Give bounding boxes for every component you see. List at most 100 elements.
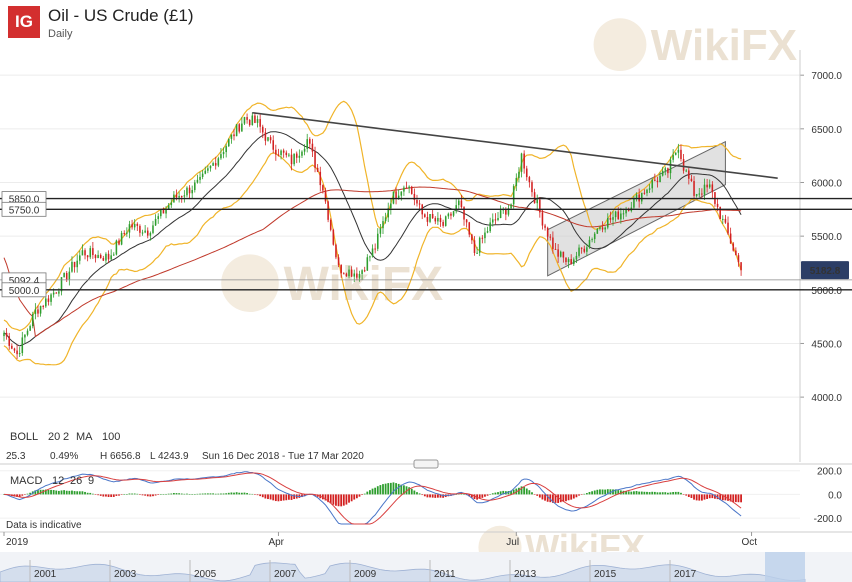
macd-histogram-bar xyxy=(149,494,152,497)
candle-body xyxy=(567,259,570,263)
macd-histogram-bar xyxy=(565,494,567,502)
divider-handle[interactable] xyxy=(413,459,439,469)
change-value: 25.3 xyxy=(6,451,26,462)
macd-histogram-bar xyxy=(612,489,614,495)
candle-body xyxy=(160,209,162,217)
navigator-year: 2001 xyxy=(34,569,57,580)
candle-body xyxy=(452,211,455,216)
pane-divider[interactable] xyxy=(0,459,852,469)
chart-timeframe: Daily xyxy=(48,28,73,40)
macd-histogram-bar xyxy=(345,494,348,505)
macd-histogram-bar xyxy=(627,491,630,495)
macd-histogram-bar xyxy=(533,494,536,495)
candle-body xyxy=(204,170,207,174)
macd-histogram-bar xyxy=(463,494,465,495)
candle-body xyxy=(45,298,47,307)
macd-histogram-bar xyxy=(374,487,377,495)
macd-histogram-bar xyxy=(633,491,635,495)
macd-histogram-bar xyxy=(376,486,379,495)
candle-body xyxy=(233,134,235,137)
navigator[interactable]: 2001 2003 2005 2007 2009 2011 2013 2015 2017 xyxy=(0,552,852,582)
macd-histogram-bar xyxy=(340,494,343,507)
macd-histogram-bar xyxy=(680,492,682,495)
candle-body xyxy=(450,213,452,216)
candle-body xyxy=(343,273,345,275)
macd-histogram-bar xyxy=(89,492,92,495)
candle-body xyxy=(269,137,272,141)
candle-body xyxy=(737,255,740,263)
candle-body xyxy=(8,336,11,346)
macd-histogram-bar xyxy=(105,494,107,497)
macd-histogram-bar xyxy=(16,494,18,497)
macd-histogram-bar xyxy=(154,494,157,496)
candle-body xyxy=(71,261,73,272)
candle-body xyxy=(246,117,248,120)
macd-histogram-bar xyxy=(348,494,350,503)
trendline-line[interactable] xyxy=(252,111,778,179)
candle-body xyxy=(369,256,371,258)
macd-histogram-bar xyxy=(403,485,405,495)
candle-body xyxy=(92,248,94,256)
macd-histogram-bar xyxy=(638,491,641,495)
candle-body xyxy=(345,273,348,277)
macd-histogram-bar xyxy=(729,494,732,502)
macd-histogram-bar xyxy=(358,494,361,497)
candle-body xyxy=(416,200,418,204)
candle-body xyxy=(672,154,674,160)
candle-body xyxy=(319,171,322,186)
candle-body xyxy=(16,350,18,355)
price-grid xyxy=(0,74,800,398)
candle-body xyxy=(711,184,714,193)
candle-body xyxy=(280,150,282,156)
ig-logo[interactable]: IG xyxy=(8,6,40,38)
candle-body xyxy=(84,250,86,256)
macd-histogram-bar xyxy=(235,492,238,495)
macd-histogram-bar xyxy=(73,491,76,495)
ma-period: 100 xyxy=(102,431,120,443)
candle-body xyxy=(392,191,395,204)
y-tick-label: 6500.0 xyxy=(811,125,842,136)
macd-histogram-bar xyxy=(267,494,269,500)
last-price-marker: 5182.8 xyxy=(801,261,849,280)
macd-histogram-bar xyxy=(478,494,481,499)
macd-histogram-bar xyxy=(439,494,442,498)
candle-body xyxy=(674,152,677,155)
candle-body xyxy=(128,224,131,233)
candle-body xyxy=(599,227,601,229)
macd-histogram-bar xyxy=(170,493,173,495)
macd-histogram-bar xyxy=(34,490,37,495)
macd-histogram-bar xyxy=(180,493,183,495)
candle-body xyxy=(622,213,625,215)
candle-body xyxy=(625,209,627,214)
candle-body xyxy=(152,225,154,233)
candle-body xyxy=(110,255,112,260)
bollinger-lower xyxy=(3,152,742,366)
boll-period: 20 xyxy=(48,431,60,443)
navigator-year: 2015 xyxy=(594,569,617,580)
candle-body xyxy=(322,185,324,191)
macd-histogram-bar xyxy=(50,489,52,495)
candle-body xyxy=(685,170,687,172)
candle-body xyxy=(340,264,342,274)
navigator-window[interactable] xyxy=(765,552,805,582)
macd-histogram-bar xyxy=(640,491,643,495)
trendline[interactable] xyxy=(252,111,778,179)
macd-histogram-bar xyxy=(575,494,578,498)
candle-body xyxy=(706,184,708,188)
candle-body xyxy=(458,200,460,206)
macd-histogram-bar xyxy=(421,494,424,496)
macd-histogram-bar xyxy=(609,489,612,495)
macd-histogram-bar xyxy=(470,494,473,498)
candle-body xyxy=(314,151,316,168)
candle-body xyxy=(272,140,275,150)
candle-body xyxy=(552,237,554,249)
macd-histogram-bar xyxy=(230,492,233,495)
candle-body xyxy=(588,239,591,248)
macd-histogram-bar xyxy=(562,494,565,502)
macd-histogram-bar xyxy=(625,490,627,495)
macd-histogram-bar xyxy=(18,494,21,497)
candle-body xyxy=(719,206,721,220)
